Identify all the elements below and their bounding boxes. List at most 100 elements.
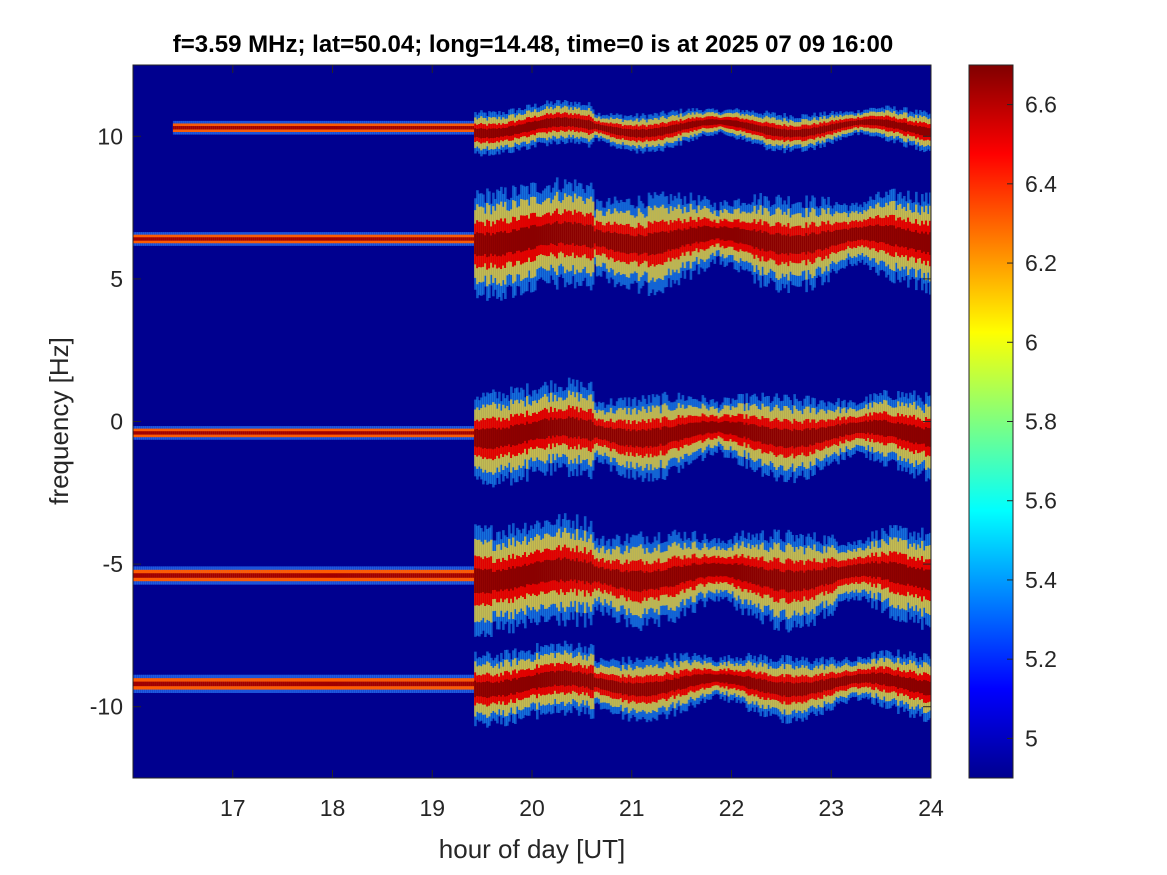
trace-peak <box>390 573 393 578</box>
trace-peak <box>737 421 741 438</box>
trace-peak <box>418 431 421 435</box>
trace-peak <box>669 230 673 252</box>
trace-peak <box>392 126 395 130</box>
trace-peak <box>785 129 788 137</box>
trace-peak <box>641 128 645 138</box>
trace-peak <box>645 236 649 253</box>
trace-peak <box>575 558 579 584</box>
trace-peak <box>330 431 334 435</box>
trace-peak <box>484 429 487 448</box>
trace-peak <box>621 429 625 446</box>
trace-peak <box>286 573 290 578</box>
trace-peak <box>791 235 794 254</box>
trace-peak <box>318 573 322 578</box>
trace-peak <box>278 573 282 578</box>
trace-peak <box>476 232 479 257</box>
trace-peak <box>797 129 800 137</box>
trace-peak <box>168 573 172 578</box>
trace-peak <box>264 431 268 435</box>
trace-peak <box>813 427 816 446</box>
trace-peak <box>276 237 280 241</box>
trace-peak <box>623 234 627 253</box>
trace-peak <box>342 237 346 241</box>
trace-peak <box>148 237 152 241</box>
trace-peak <box>200 237 204 241</box>
trace-peak <box>625 233 629 254</box>
trace-peak <box>172 237 176 241</box>
trace-peak <box>133 573 136 578</box>
trace-peak <box>158 237 162 241</box>
trace-peak <box>202 431 206 435</box>
trace-peak <box>310 431 314 435</box>
trace-peak <box>847 121 850 127</box>
trace-peak <box>322 237 326 241</box>
trace-peak <box>338 126 342 130</box>
trace-peak <box>234 431 238 435</box>
trace-peak <box>276 573 280 578</box>
trace-peak <box>330 573 334 578</box>
trace-peak <box>270 237 274 241</box>
trace-peak <box>288 237 292 241</box>
trace-peak <box>436 237 439 241</box>
trace-peak <box>482 128 485 139</box>
trace-peak <box>797 235 800 254</box>
trace-peak <box>633 129 637 138</box>
trace-peak <box>248 237 252 241</box>
trace-peak <box>490 128 493 139</box>
trace-peak <box>677 228 681 250</box>
trace-peak <box>532 422 535 441</box>
trace-peak <box>767 126 771 135</box>
trace-peak <box>274 573 278 578</box>
trace-peak <box>705 421 709 434</box>
trace-peak <box>502 232 505 255</box>
trace-peak <box>480 429 483 448</box>
trace-peak <box>779 429 782 447</box>
trace-peak <box>885 225 888 245</box>
trace-peak <box>434 431 437 435</box>
trace-peak <box>637 429 641 448</box>
trace-peak <box>725 119 729 126</box>
trace-peak <box>633 429 637 448</box>
trace-peak <box>364 126 368 130</box>
trace-peak <box>342 126 346 130</box>
trace-peak <box>759 125 763 133</box>
trace-peak <box>406 126 409 130</box>
trace-peak <box>222 237 226 241</box>
trace-peak <box>553 118 557 127</box>
trace-peak <box>539 420 543 439</box>
trace-peak <box>533 120 537 131</box>
trace-peak <box>885 420 888 437</box>
trace-peak <box>524 563 527 588</box>
trace-peak <box>689 121 693 129</box>
trace-peak <box>424 431 427 435</box>
trace-peak <box>717 119 721 125</box>
trace-peak <box>535 226 539 247</box>
trace-peak <box>893 120 896 129</box>
trace-peak <box>192 431 196 435</box>
trace-peak <box>430 431 433 435</box>
trace-peak <box>559 560 563 580</box>
trace-peak <box>248 573 252 578</box>
trace-peak <box>675 124 679 132</box>
spectral-traces <box>133 100 931 728</box>
trace-peak <box>899 227 902 248</box>
trace-peak <box>875 224 878 243</box>
trace-peak <box>851 422 854 435</box>
trace-peak <box>649 233 653 255</box>
trace-peak <box>589 224 593 249</box>
trace-peak <box>929 428 931 447</box>
trace-peak <box>412 237 415 241</box>
trace-peak <box>228 126 232 130</box>
trace-peak <box>256 573 260 578</box>
trace-peak <box>260 237 264 241</box>
trace-peak <box>897 227 900 247</box>
trace-peak <box>837 423 840 439</box>
trace-peak <box>230 431 234 435</box>
trace-peak <box>595 124 599 130</box>
trace-peak <box>843 423 846 437</box>
trace-peak <box>577 118 581 128</box>
trace-peak <box>254 431 258 435</box>
trace-peak <box>651 428 655 448</box>
trace-peak <box>408 573 411 578</box>
trace-peak <box>322 431 326 435</box>
